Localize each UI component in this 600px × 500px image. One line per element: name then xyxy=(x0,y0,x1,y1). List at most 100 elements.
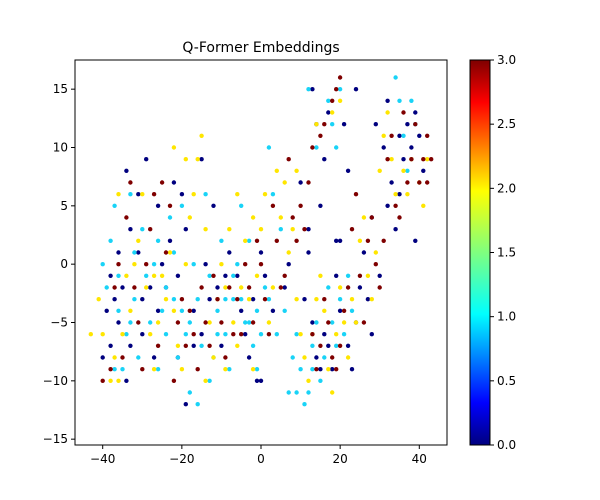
data-point-class-0 xyxy=(318,203,323,208)
data-point-class-2 xyxy=(183,262,188,267)
data-point-class-0 xyxy=(389,180,394,185)
data-point-class-3 xyxy=(140,367,145,372)
y-tick-label: 10 xyxy=(53,141,68,155)
data-point-class-2 xyxy=(381,133,386,138)
x-tick-label: −20 xyxy=(169,452,194,466)
data-point-class-1 xyxy=(294,332,299,337)
data-point-class-2 xyxy=(132,262,137,267)
data-point-class-2 xyxy=(369,297,374,302)
data-point-class-1 xyxy=(306,87,311,92)
data-point-class-2 xyxy=(302,355,307,360)
data-point-class-1 xyxy=(223,332,228,337)
data-point-class-1 xyxy=(215,332,220,337)
data-point-class-2 xyxy=(250,367,256,372)
data-point-class-2 xyxy=(385,110,390,115)
data-point-class-1 xyxy=(191,262,196,267)
data-point-class-0 xyxy=(421,168,426,173)
colorbar-tick-label: 2.5 xyxy=(497,117,516,131)
x-tick-label: −40 xyxy=(90,452,115,466)
data-point-class-1 xyxy=(290,355,295,360)
data-point-class-0 xyxy=(243,332,248,337)
colorbar-tick-label: 3.0 xyxy=(497,53,516,67)
data-point-class-0 xyxy=(385,98,390,104)
data-point-class-2 xyxy=(353,320,359,325)
data-point-class-2 xyxy=(243,238,248,243)
data-point-class-3 xyxy=(227,285,232,290)
data-point-class-2 xyxy=(191,192,196,197)
data-point-class-3 xyxy=(171,378,177,383)
data-point-class-3 xyxy=(302,227,307,232)
data-point-class-1 xyxy=(179,203,185,208)
data-point-class-1 xyxy=(254,308,260,313)
data-point-class-0 xyxy=(401,157,406,162)
data-point-class-1 xyxy=(235,262,240,267)
data-point-class-0 xyxy=(215,285,220,290)
colorbar-tick-label: 1.5 xyxy=(497,246,516,260)
data-point-class-2 xyxy=(235,343,240,348)
colorbar-gradient xyxy=(469,59,491,446)
data-point-class-3 xyxy=(421,157,426,162)
data-point-class-2 xyxy=(163,297,169,302)
data-point-class-2 xyxy=(345,355,351,360)
data-point-class-0 xyxy=(306,227,311,232)
data-point-class-3 xyxy=(306,180,311,185)
data-point-class-0 xyxy=(282,285,287,290)
data-point-class-0 xyxy=(345,343,351,348)
data-point-class-1 xyxy=(112,367,117,372)
data-point-class-1 xyxy=(345,273,351,278)
data-point-class-1 xyxy=(155,238,161,243)
data-point-class-1 xyxy=(246,320,252,325)
data-point-class-3 xyxy=(100,378,105,383)
data-point-class-2 xyxy=(326,367,331,372)
data-point-class-3 xyxy=(369,215,374,220)
data-point-class-2 xyxy=(250,215,256,220)
data-point-class-0 xyxy=(369,332,374,337)
data-point-class-0 xyxy=(314,355,319,360)
data-point-class-3 xyxy=(163,250,169,255)
data-point-class-3 xyxy=(195,367,200,372)
data-point-class-3 xyxy=(179,297,185,302)
data-point-class-1 xyxy=(128,320,133,325)
data-point-class-1 xyxy=(314,320,319,325)
plot-area xyxy=(88,75,434,407)
data-point-class-1 xyxy=(250,343,256,348)
data-point-class-1 xyxy=(326,98,331,104)
data-point-class-0 xyxy=(373,122,378,127)
data-point-class-2 xyxy=(254,273,260,278)
data-point-class-3 xyxy=(425,133,430,138)
data-point-class-3 xyxy=(183,343,188,348)
data-point-class-3 xyxy=(286,157,291,162)
data-point-class-0 xyxy=(219,343,224,348)
data-point-class-2 xyxy=(258,227,264,232)
data-point-class-1 xyxy=(337,297,343,302)
data-point-class-1 xyxy=(393,75,398,80)
data-point-class-3 xyxy=(243,262,248,267)
data-point-class-1 xyxy=(120,367,125,372)
data-point-class-1 xyxy=(175,355,181,360)
data-point-class-2 xyxy=(294,168,299,173)
data-point-class-0 xyxy=(302,297,307,302)
data-point-class-0 xyxy=(235,273,240,278)
data-point-class-0 xyxy=(258,378,264,383)
data-point-class-2 xyxy=(262,192,268,197)
data-point-class-0 xyxy=(310,87,315,92)
data-point-class-0 xyxy=(144,157,149,162)
data-point-class-1 xyxy=(286,390,291,395)
data-point-class-0 xyxy=(108,273,113,278)
data-point-class-3 xyxy=(215,297,220,302)
data-point-class-2 xyxy=(337,285,343,290)
data-point-class-1 xyxy=(330,122,335,127)
data-point-class-0 xyxy=(397,192,402,197)
y-tick-label: 15 xyxy=(53,82,68,96)
data-point-class-0 xyxy=(326,110,331,115)
data-point-class-1 xyxy=(330,320,335,325)
data-point-class-0 xyxy=(112,297,117,302)
data-point-class-0 xyxy=(413,238,418,243)
data-point-class-0 xyxy=(357,285,363,290)
data-point-class-1 xyxy=(151,262,157,267)
data-point-class-3 xyxy=(294,238,299,243)
data-point-class-1 xyxy=(262,285,268,290)
data-point-class-1 xyxy=(136,355,141,360)
x-tick-label: 40 xyxy=(412,452,427,466)
data-point-class-0 xyxy=(104,308,109,313)
